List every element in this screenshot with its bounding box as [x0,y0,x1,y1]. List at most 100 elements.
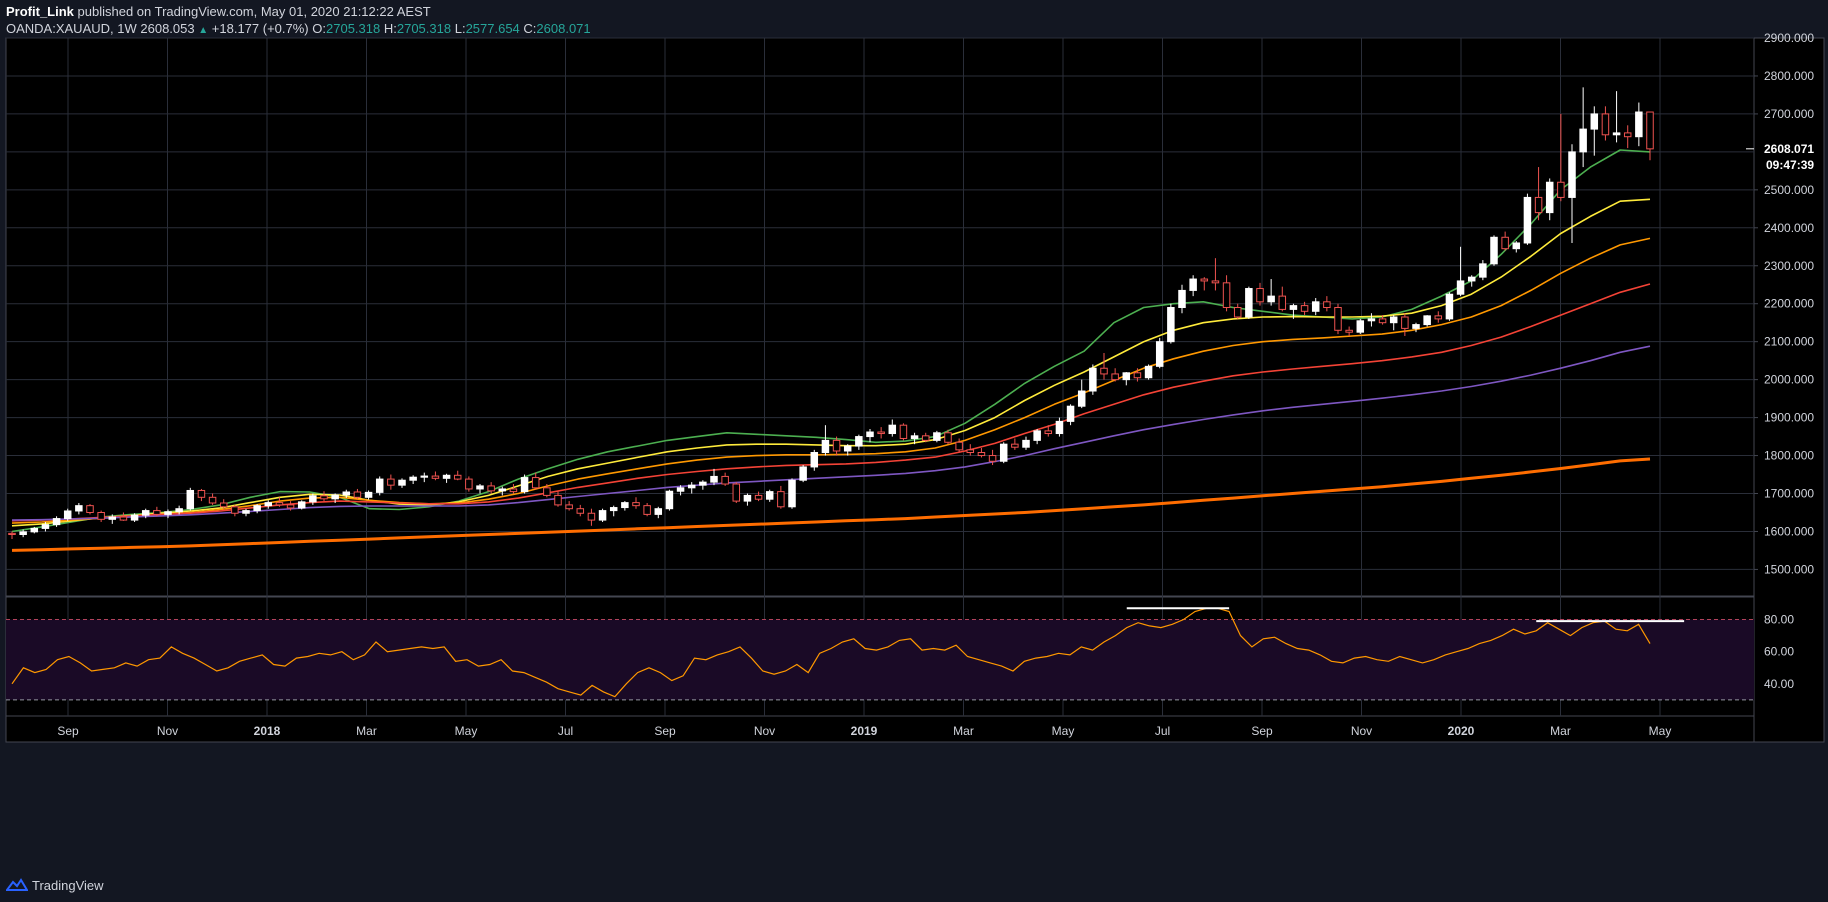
candle [1066,404,1075,426]
candle [487,482,495,494]
price-panel[interactable] [5,37,1755,597]
candle [465,476,473,492]
candle-body [1601,113,1610,136]
candle-body [164,511,172,515]
candle-body [398,479,406,486]
candle-body [554,494,562,506]
candle-body [888,424,897,435]
candle-body [1200,278,1209,282]
price-tick-label: 2500.000 [1764,183,1814,197]
tradingview-logo-icon[interactable] [6,878,28,892]
candle [1479,260,1487,281]
candle-body [899,424,908,439]
candle [910,432,919,445]
brand-name[interactable]: TradingView [32,877,104,893]
candle [342,489,351,499]
candle [1501,231,1509,251]
candle-body [387,478,395,486]
candle-body [1077,390,1086,407]
candle [186,487,195,511]
symbol-info: OANDA:XAUAUD, 1W 2608.053 ▲ +18.177 (+0.… [6,21,591,36]
candle [1367,313,1376,327]
candle-body [543,487,551,496]
candle [1646,111,1654,161]
candle [1144,364,1153,380]
candle [676,485,685,496]
candle-body [153,510,161,515]
candle-body [765,491,774,500]
candle-body [921,435,930,441]
candle-body [1367,318,1376,322]
candle-body [832,439,841,452]
candle [743,493,752,506]
candle-body [966,449,975,454]
candle-body [75,505,83,512]
candle [219,499,228,509]
candle-body [364,491,373,498]
candle-body [1245,288,1253,318]
candle-body [1579,128,1587,153]
candle [1033,428,1041,445]
candle [1356,318,1365,335]
candle [543,484,551,498]
author-name[interactable]: Profit_Link [6,4,74,19]
candle-body [754,494,763,500]
candle-body [1423,315,1431,326]
candle-body [933,432,941,441]
price-tick-label: 1500.000 [1764,562,1814,576]
candle-body [1256,288,1264,303]
chart-area[interactable]: 1500.000 1600.000 1700.000 1800.000 1900.000… [0,0,1828,870]
candle-body [621,502,629,509]
candle [632,497,640,509]
candle [1111,368,1119,382]
candle-body [1267,295,1275,303]
candle [387,474,395,490]
candle [1155,337,1164,369]
candle [1211,258,1220,291]
candle [108,514,117,524]
candle-body [297,501,306,509]
candle [364,490,373,500]
candle-body [1334,307,1342,331]
price-tick-label: 2800.000 [1764,69,1814,83]
close-label: C: [523,21,537,36]
candle-body [1300,305,1309,312]
candle-body [275,502,284,506]
published-text: published on TradingView.com, May 01, 20… [77,4,431,19]
last-price: 2608.053 [140,21,195,36]
candle [264,500,273,509]
candle-body [1623,132,1632,138]
candle [732,482,741,503]
candle-body [799,466,807,481]
candle [765,489,774,502]
high-value: 2705.318 [396,21,452,36]
candle [453,470,462,481]
candle-body [119,516,128,521]
candle-body [576,508,585,514]
close-value: 2608.071 [536,21,591,36]
candle-body [286,504,295,509]
candle [1167,303,1175,344]
candle-body [1557,181,1565,198]
candle-body [721,475,729,485]
rsi-band [6,619,1754,700]
candle [944,429,952,445]
candle [41,521,50,532]
candle [988,449,997,466]
candle [977,447,986,458]
candle-body [877,431,885,435]
candle-body [1044,430,1053,435]
candle [1434,311,1443,323]
price-tick-label: 2300.000 [1764,259,1814,273]
candle-body [1089,367,1097,392]
candle-body [41,524,50,529]
candle-body [1646,111,1654,150]
candle-body [1155,341,1164,367]
candle-body [97,511,105,520]
candle [331,493,339,503]
candle [75,503,83,515]
candle-body [609,507,618,512]
candle [565,501,573,511]
rsi-level-lines [6,619,1754,701]
price-tick-label: 2000.000 [1764,373,1814,387]
